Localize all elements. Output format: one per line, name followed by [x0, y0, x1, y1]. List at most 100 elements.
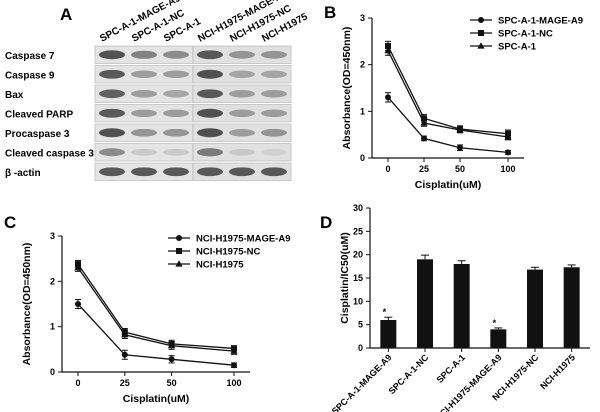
y-tick-label: 0 — [358, 343, 363, 353]
y-tick-label: 1 — [50, 322, 55, 332]
legend-marker — [176, 235, 182, 241]
x-tick-label: 50 — [167, 378, 177, 388]
blot-band — [261, 128, 287, 137]
blot-row-label: Caspase 9 — [5, 71, 55, 82]
blot-band — [229, 148, 255, 156]
bar — [563, 267, 580, 348]
data-point — [75, 301, 81, 307]
blot-band — [163, 167, 189, 177]
y-tick-label: 1 — [360, 106, 365, 116]
blot-band — [99, 50, 125, 60]
blot-band — [163, 148, 189, 156]
blot-band — [261, 148, 287, 156]
data-point — [121, 331, 129, 338]
y-tick-label: 3 — [50, 231, 55, 241]
blot-band — [197, 108, 223, 118]
y-tick-label: 2 — [50, 276, 55, 286]
x-tick-label: 0 — [385, 164, 390, 174]
blot-band — [163, 128, 189, 137]
significance-marker: * — [493, 318, 497, 328]
x-tick-label: 100 — [226, 378, 241, 388]
bar — [417, 259, 433, 348]
blot-band — [131, 50, 157, 59]
category-label: SPC-A-1-MAGE-A9 — [330, 352, 394, 412]
blot-band — [197, 167, 223, 177]
blot-band — [163, 70, 189, 79]
blot-band — [131, 89, 157, 98]
x-axis-title: Cisplatin(uM) — [123, 393, 190, 405]
y-axis-title: Absorbance(OD=450nm) — [341, 27, 353, 150]
data-point — [504, 133, 512, 140]
blot-band — [197, 50, 223, 60]
blot-band — [197, 148, 223, 157]
legend-marker — [478, 30, 484, 36]
y-tick-label: 15 — [353, 273, 363, 283]
category-label: SPC-A-1 — [435, 352, 468, 385]
legend-marker — [175, 260, 183, 267]
blot-band — [229, 89, 255, 98]
data-point — [384, 46, 392, 54]
blot-row-label: Cleaved caspase 3 — [5, 149, 94, 160]
blot-band — [131, 128, 157, 137]
data-point — [456, 126, 464, 133]
blot-band — [163, 50, 189, 59]
blot-band — [261, 167, 287, 177]
line-chart-nci: 0 1 2 3 0 25 50 100 Cisplatin(uM) Absorbance(OD=4… — [21, 231, 291, 405]
data-point — [385, 94, 391, 101]
blot-band — [99, 108, 125, 118]
legend-label: NCI-H1975-MAGE-A9 — [196, 234, 291, 245]
legend-label: SPC-A-1-MAGE-A9 — [498, 16, 583, 27]
blot-band — [261, 109, 287, 118]
series-line — [77, 303, 235, 366]
blot-band — [261, 89, 287, 98]
bar-chart-ic50: 0 5 10 15 20 25 30 Cisplatin/IC50(uM) * SPC-A-1-M… — [330, 203, 590, 412]
blot-band — [229, 70, 255, 78]
series-line — [77, 263, 235, 350]
blot-band — [99, 148, 125, 157]
bar — [380, 320, 397, 348]
y-tick-label: 5 — [358, 320, 363, 330]
blot-band — [197, 89, 223, 99]
data-point — [420, 119, 428, 126]
bar — [453, 264, 470, 348]
data-point — [230, 347, 238, 354]
blot-band — [229, 50, 255, 59]
legend-marker — [176, 248, 182, 254]
blot-band — [163, 109, 189, 118]
x-tick-label: 0 — [75, 378, 80, 388]
series-line — [387, 96, 509, 154]
legend-label: NCI-H1975-NC — [196, 247, 261, 258]
bar — [490, 329, 507, 348]
data-point — [421, 135, 427, 142]
panel-letter-d: D — [320, 213, 332, 232]
category-label: SPC-A-1-NC — [387, 352, 431, 396]
blot-band — [131, 167, 157, 177]
blot-band — [99, 167, 125, 177]
blot-band — [131, 148, 157, 156]
y-tick-label: 2 — [360, 60, 365, 70]
line-chart-spc: 0 1 2 3 0 25 50 100 Cisplatin(uM) Absorbance(OD=4… — [341, 13, 583, 191]
x-tick-label: 25 — [120, 378, 130, 388]
legend-label: SPC-A-1-NC — [498, 29, 553, 40]
y-tick-label: 30 — [353, 203, 363, 213]
panel-letter-c: C — [4, 213, 16, 232]
blot-band — [99, 89, 125, 99]
bar — [527, 269, 543, 348]
blot-band — [163, 90, 189, 98]
data-point — [121, 351, 128, 358]
data-point — [505, 149, 511, 156]
blot-row-label: Bax — [5, 90, 24, 101]
panel-letter-a: A — [60, 5, 72, 24]
blot-band — [261, 50, 287, 59]
data-point — [421, 115, 427, 122]
y-tick-label: 3 — [360, 13, 365, 23]
blot-band — [261, 70, 287, 78]
legend-marker — [478, 17, 484, 23]
blot-band — [229, 109, 255, 118]
series-line — [387, 45, 509, 135]
blot-band — [229, 167, 255, 177]
y-tick-label: 10 — [353, 296, 363, 306]
blot-band — [197, 69, 223, 79]
significance-marker: * — [383, 307, 387, 317]
